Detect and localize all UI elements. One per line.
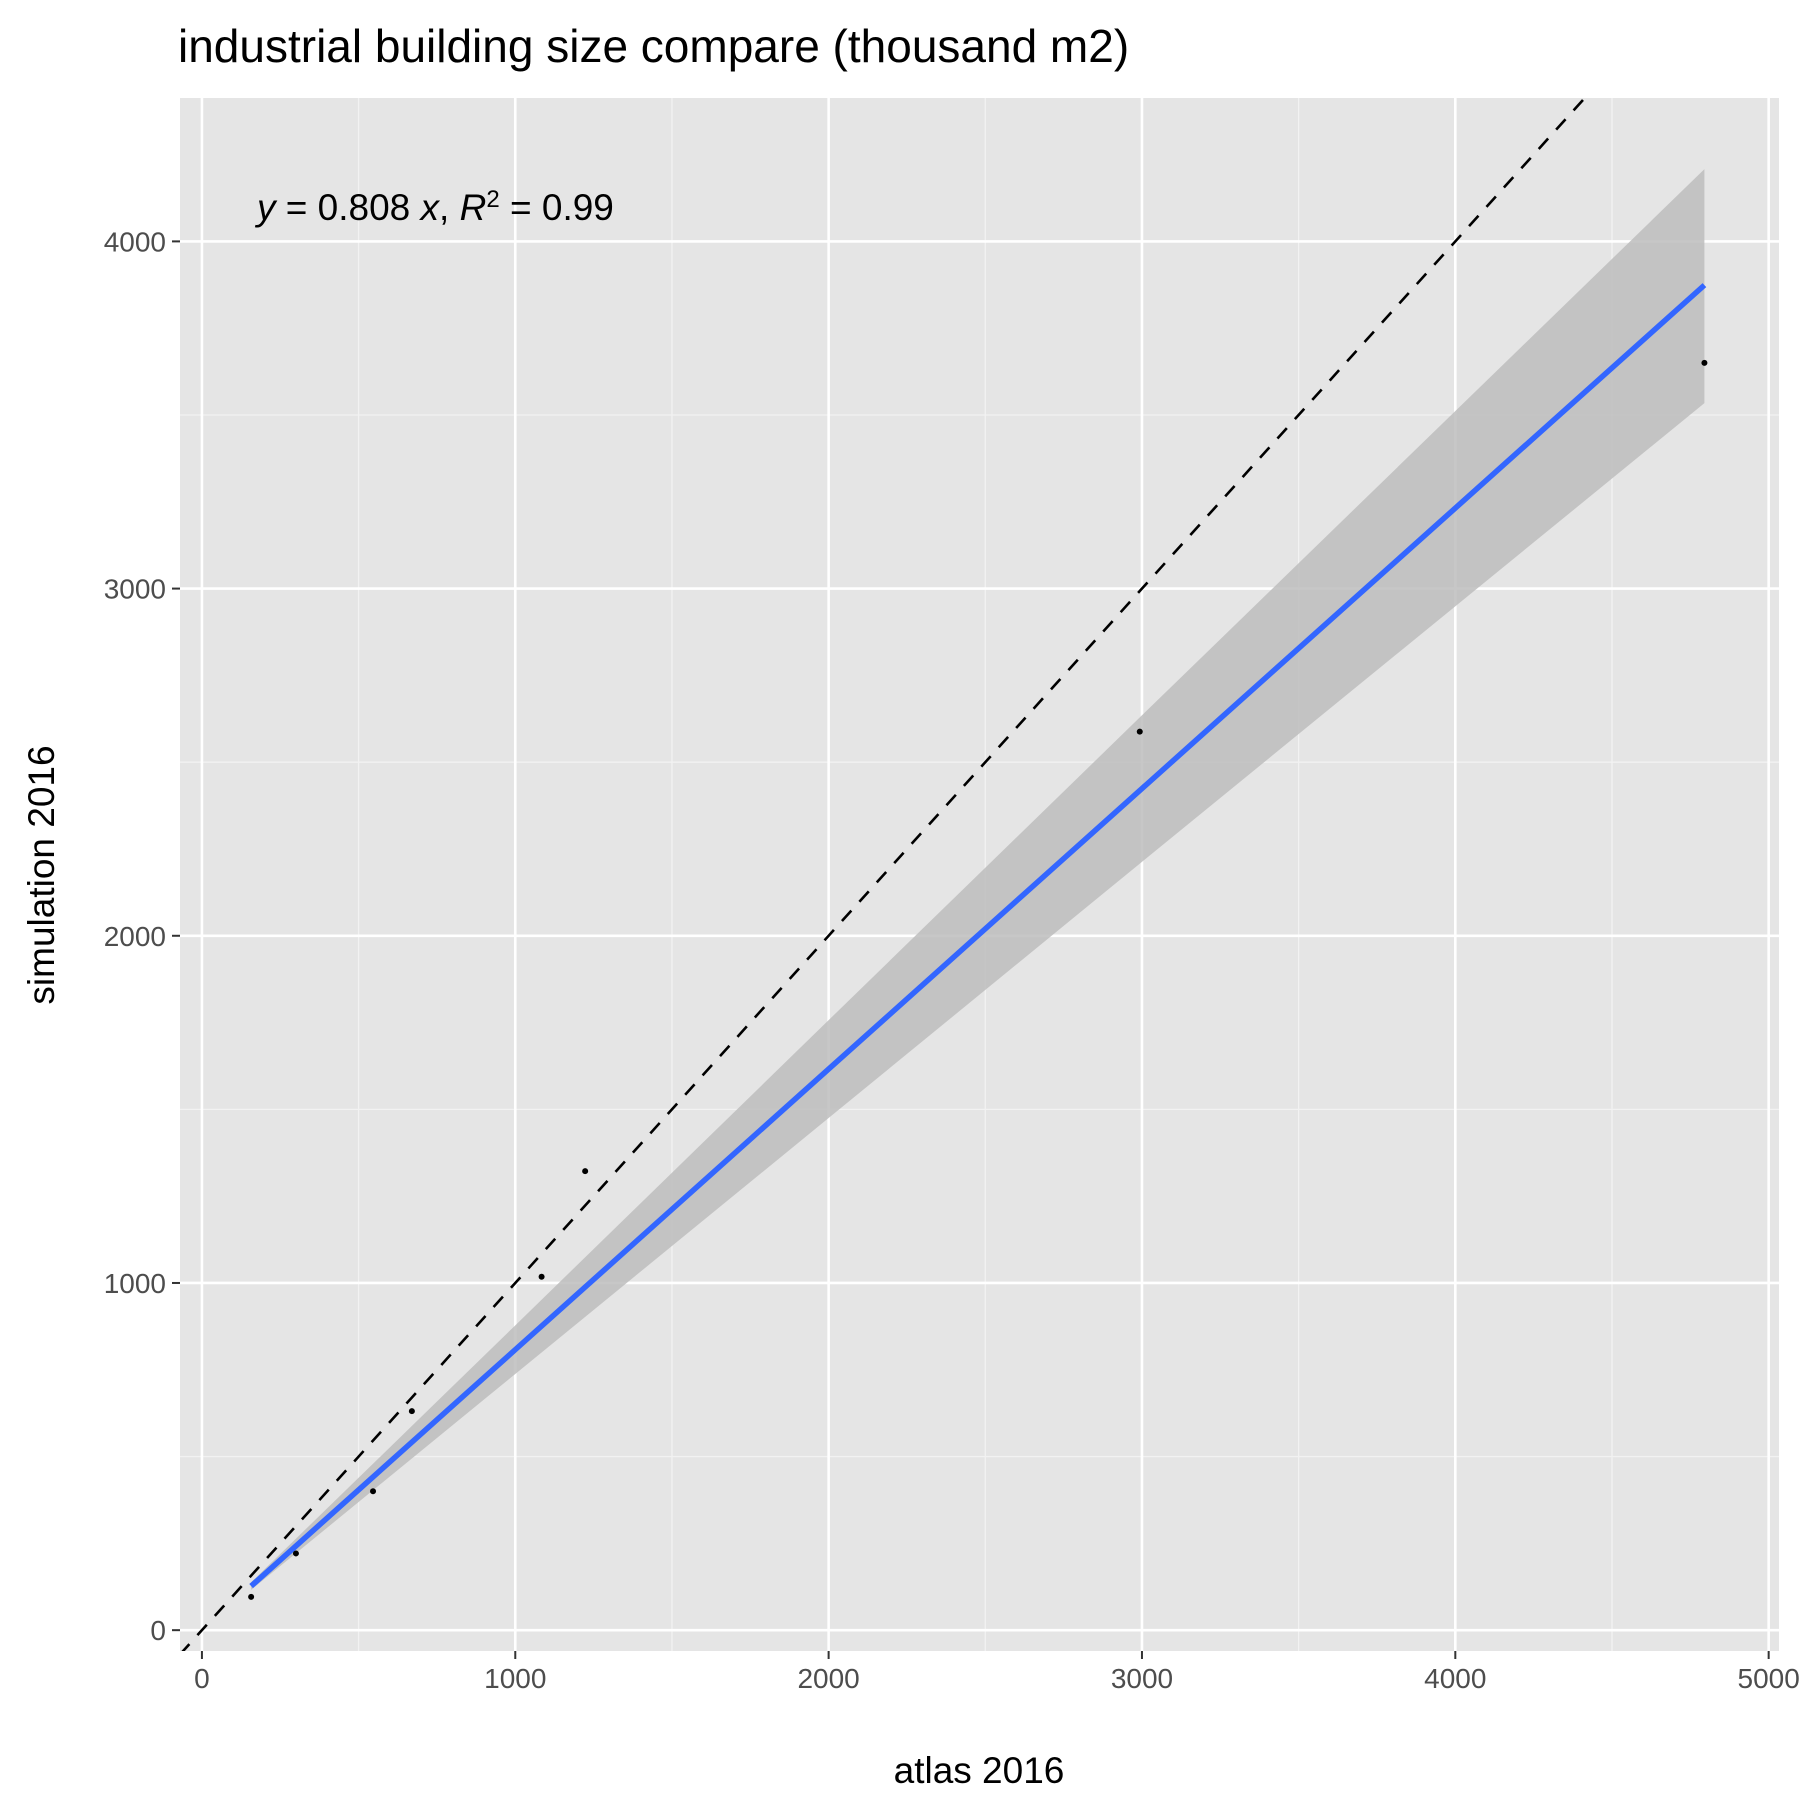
grid [180,98,1779,1651]
chart-title: industrial building size compare (thousa… [178,20,1129,72]
x-tick-label: 5000 [1738,1663,1800,1694]
point [248,1593,255,1600]
point [408,1408,415,1415]
plot-area [181,98,1708,1651]
x-tick-label: 1000 [484,1663,546,1694]
annotation-part: x [419,187,441,228]
annotation-part: , [439,187,460,228]
reference-line [181,98,1587,1651]
annotation-part: = 0.808 [276,187,421,228]
axes: 0 1000 2000 3000 4000 5000 0 1000 2000 3000 4000 [104,226,1800,1694]
x-tick-label: 0 [194,1663,210,1694]
annotation-part: R [460,187,487,228]
point [1136,728,1143,735]
x-tick-label: 3000 [1111,1663,1173,1694]
confidence-band [251,169,1705,1590]
point [582,1168,589,1175]
y-tick-label: 3000 [104,574,166,605]
y-tick-label: 4000 [104,226,166,257]
annotation-part: 2 [486,186,499,213]
x-tick-label: 4000 [1424,1663,1486,1694]
annotation-part: = 0.99 [500,187,614,228]
annotation-part: y [254,187,278,228]
point [292,1550,299,1557]
y-tick-label: 2000 [104,921,166,952]
y-axis-title: simulation 2016 [21,745,62,1004]
fit-line [249,283,1707,1589]
annotation: y = 0.808 x, R2 = 0.99 [254,186,614,229]
y-tick-label: 1000 [104,1268,166,1299]
x-axis-title: atlas 2016 [894,1750,1065,1791]
y-tick-label: 0 [150,1615,166,1646]
point [1701,359,1708,366]
x-tick-label: 2000 [797,1663,859,1694]
point [370,1488,377,1495]
point [538,1273,545,1280]
